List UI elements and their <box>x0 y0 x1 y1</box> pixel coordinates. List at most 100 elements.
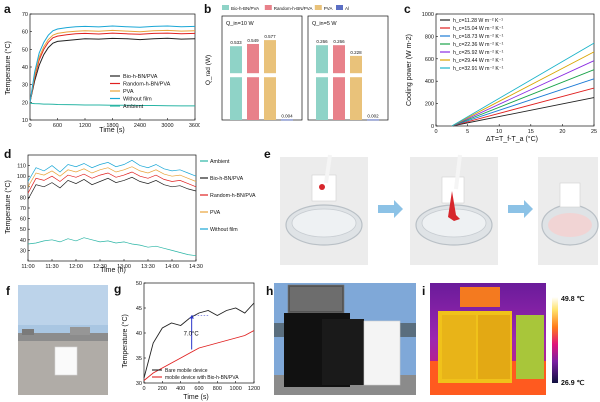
bar-value-label: 0.004 <box>281 113 293 118</box>
legend-label: Random-h-BN/PVA <box>210 193 256 199</box>
x-tick-label: 600 <box>194 386 203 392</box>
panel-label-d: d <box>4 147 11 161</box>
y-tick-label: 90 <box>20 185 26 191</box>
series-line-h-c-29-44-w-m-2-k-1 <box>451 51 595 127</box>
y-tick-label: 70 <box>20 206 26 212</box>
panel-label-g: g <box>114 282 121 296</box>
panel-d-chart: 11:00 11:30 12:00 12:30 13:00 13:30 14:00 14:30… <box>17 154 256 270</box>
panel-g-ylabel: Temperature (°C) <box>121 314 129 368</box>
legend-label: h_c=32.91 W m⁻² K⁻¹ <box>453 66 504 72</box>
panel-label-h: h <box>266 284 273 298</box>
legend-label: Bio-h-BN/PVA <box>231 6 259 11</box>
series-line-random-h-bn-pva <box>27 171 197 194</box>
legend-label: Ambient <box>123 104 144 110</box>
x-tick-label: 14:30 <box>189 264 203 270</box>
series-line-bio-h-bn-pva <box>29 37 196 103</box>
legend-label: Bare mobile device <box>165 368 208 374</box>
x-tick-label: 11:00 <box>21 264 34 270</box>
x-tick-label: 25 <box>591 129 597 135</box>
scale-max-label: 49.8 ℃ <box>561 295 585 303</box>
panel-c-xlabel: ΔT=T_f-T_a (°C) <box>486 135 538 143</box>
panel-f: f <box>6 284 108 395</box>
panel-label-c: c <box>404 2 411 16</box>
legend-label: PVA <box>210 210 221 216</box>
panel-d-xlabel: Time (h) <box>100 267 126 274</box>
series-line-h-c-22-36-w-m-2-k-1 <box>451 69 595 127</box>
panel-i: i 49.8 ℃ 26.9 ℃ <box>422 283 585 395</box>
photo-outdoor-boxes <box>274 283 416 395</box>
panel-b-chart: Bio-h-BN/PVA Random-h-BN/PVA PVA Al Q_rad (W… <box>205 5 389 121</box>
y-tick-label: 800 <box>425 34 434 40</box>
bar <box>316 45 328 120</box>
group-title: Q_in=10 W <box>226 21 254 27</box>
panel-g: g 0 200 400 600 800 1000 1200 30 35 40 45 50 7.0°C Ba… <box>114 281 260 401</box>
panel-h: h <box>266 283 416 395</box>
series-line-bare-mobile-device <box>143 302 255 379</box>
legend-label: Bio-h-BN/PVA <box>210 176 244 182</box>
x-tick-label: 0 <box>142 386 145 392</box>
series-line-random-h-bn-pva <box>29 32 196 103</box>
legend-label: h_c=25.92 W m⁻² K⁻¹ <box>453 50 504 56</box>
series-line-h-c-32-91-w-m-2-k-1 <box>451 42 595 127</box>
series-line-ambient <box>29 102 195 107</box>
x-tick-label: 13:30 <box>141 264 155 270</box>
panel-a-ylabel: Temperature (°C) <box>4 41 12 95</box>
legend-label: Al <box>345 6 349 11</box>
legend-label: h_c=18.73 W m⁻² K⁻¹ <box>453 34 504 40</box>
bar-value-label: 0.577 <box>264 34 276 39</box>
series-line-h-c-18-73-w-m-2-k-1 <box>451 78 595 127</box>
panel-label-i: i <box>422 284 425 298</box>
panel-c-chart: 0 5 10 15 20 25 0 200 400 600 800 1000 h_c=11.28 W m… <box>422 12 597 135</box>
y-tick-label: 50 <box>22 47 28 53</box>
x-tick-label: 200 <box>158 386 167 392</box>
bar-value-label: 0.228 <box>350 50 362 55</box>
legend-swatch <box>264 5 272 10</box>
panel-a-xlabel: Time (s) <box>99 127 124 134</box>
panel-label-a: a <box>4 2 11 16</box>
series-line-pva <box>29 29 196 103</box>
series-line-mobile-device-with-bio-h-bn-pva <box>143 330 255 381</box>
legend-label: Without film <box>210 227 238 233</box>
legend-label: Random-h-BN/PVA <box>123 82 171 88</box>
x-tick-label: 15 <box>528 129 534 135</box>
y-tick-label: 0 <box>431 124 434 130</box>
x-tick-label: 12:30 <box>93 264 107 270</box>
photo-droplet-spreading <box>410 154 498 265</box>
y-tick-label: 80 <box>20 195 26 201</box>
panel-a: a 0 600 1200 1800 2400 3000 3600 10 20 30 40 50 60 70… <box>4 2 200 134</box>
group-title: Q_in=5 W <box>312 21 337 27</box>
panel-e: e <box>264 147 599 265</box>
legend-label: Random-h-BN/PVA <box>274 6 313 11</box>
series-line-without-film <box>29 25 196 103</box>
y-tick-label: 45 <box>136 306 142 312</box>
legend-label: Without film <box>123 97 152 103</box>
series-line-h-c-11-28-w-m-2-k-1 <box>451 97 595 127</box>
y-tick-label: 400 <box>425 79 434 85</box>
thermal-image <box>430 283 546 395</box>
x-tick-label: 2400 <box>134 123 146 129</box>
x-tick-label: 1200 <box>248 386 260 392</box>
legend-label: mobile device with Bio-h-BN/PVA <box>165 375 239 381</box>
x-tick-label: 1800 <box>106 123 118 129</box>
y-tick-label: 40 <box>136 331 142 337</box>
legend-label: PVA <box>123 89 134 95</box>
panel-g-xlabel: Time (s) <box>183 394 208 401</box>
x-tick-label: 1200 <box>79 123 91 129</box>
arrow-head-icon <box>189 315 195 319</box>
y-tick-label: 40 <box>22 65 28 71</box>
bar-value-label: 0.266 <box>316 39 328 44</box>
y-tick-label: 50 <box>20 227 26 233</box>
bar-value-label: 0.002 <box>367 113 379 118</box>
bar <box>333 45 345 120</box>
series-line-h-c-25-92-w-m-2-k-1 <box>451 60 595 127</box>
legend-swatch <box>314 5 322 10</box>
x-tick-label: 800 <box>213 386 222 392</box>
bar <box>367 119 379 121</box>
panel-label-e: e <box>264 147 271 161</box>
x-tick-label: 0 <box>434 129 437 135</box>
panel-c: c 0 5 10 15 20 25 0 200 400 600 800 1000 h_c=11.28 W… <box>404 2 597 143</box>
legend-label: Bio-h-BN/PVA <box>123 74 158 80</box>
bar-value-label: 0.266 <box>333 39 345 44</box>
bar <box>264 40 276 120</box>
y-tick-label: 100 <box>17 174 26 180</box>
